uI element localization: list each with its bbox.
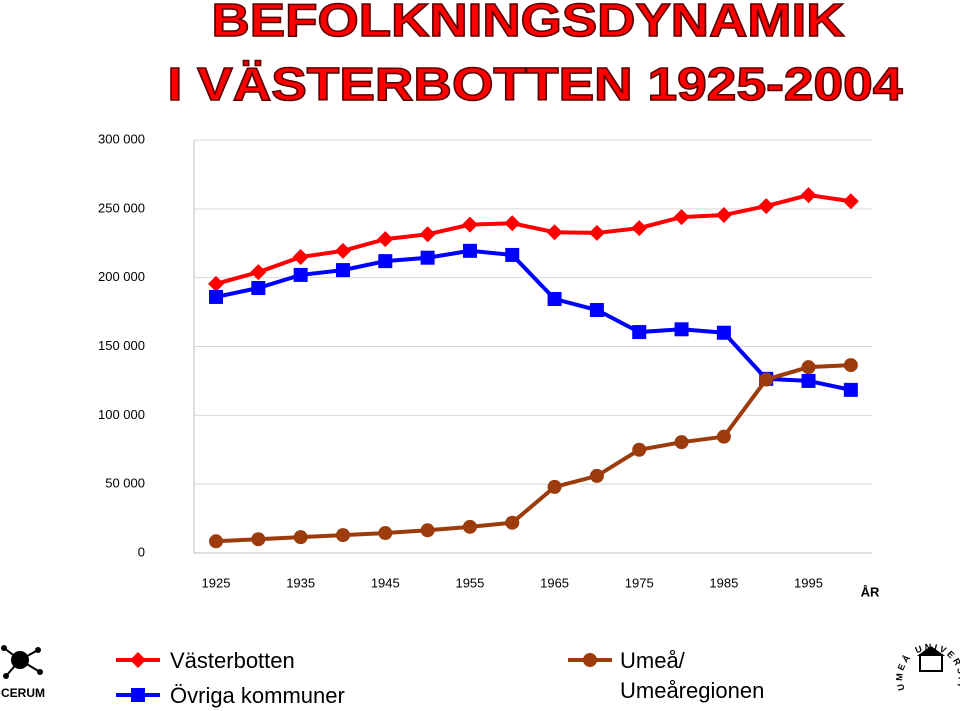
marker bbox=[419, 226, 436, 243]
marker bbox=[251, 280, 266, 295]
marker bbox=[462, 519, 477, 534]
marker bbox=[335, 528, 350, 543]
x-tick-label: 1925 bbox=[202, 575, 231, 590]
marker bbox=[292, 249, 309, 266]
marker bbox=[716, 325, 731, 340]
marker bbox=[293, 530, 308, 545]
series-line bbox=[215, 193, 852, 286]
marker bbox=[378, 254, 393, 269]
chart-title: I VÄSTERBOTTEN 1925-2004 bbox=[168, 58, 903, 110]
marker bbox=[208, 275, 225, 292]
marker bbox=[130, 652, 146, 668]
marker bbox=[673, 209, 690, 226]
marker bbox=[758, 198, 775, 215]
marker bbox=[209, 289, 224, 304]
x-tick-label: 1965 bbox=[540, 575, 569, 590]
x-tick-label: 1975 bbox=[625, 575, 654, 590]
marker bbox=[504, 215, 521, 232]
marker bbox=[631, 220, 648, 237]
x-tick-label: 1985 bbox=[709, 575, 738, 590]
marker bbox=[800, 187, 817, 204]
marker bbox=[842, 193, 859, 210]
marker bbox=[505, 247, 520, 262]
chart-title: BEFOLKNINGSDYNAMIK bbox=[212, 0, 845, 46]
x-tick-label: 1955 bbox=[455, 575, 484, 590]
marker bbox=[420, 523, 435, 538]
marker bbox=[589, 303, 604, 318]
marker bbox=[589, 468, 604, 483]
marker bbox=[843, 382, 858, 397]
marker bbox=[801, 373, 816, 388]
marker bbox=[462, 243, 477, 258]
marker bbox=[801, 360, 816, 375]
y-tick-label: 200 000 bbox=[98, 269, 145, 284]
marker bbox=[334, 242, 351, 259]
marker bbox=[716, 429, 731, 444]
marker bbox=[715, 207, 732, 224]
series-line bbox=[215, 248, 852, 392]
y-tick-label: 150 000 bbox=[98, 338, 145, 353]
marker bbox=[547, 479, 562, 494]
marker bbox=[378, 526, 393, 541]
marker bbox=[461, 216, 478, 233]
marker bbox=[632, 442, 647, 457]
y-tick-label: 50 000 bbox=[105, 476, 145, 491]
marker bbox=[209, 534, 224, 549]
marker bbox=[250, 264, 267, 281]
x-tick-label: 1945 bbox=[371, 575, 400, 590]
marker bbox=[674, 435, 689, 450]
y-tick-label: 250 000 bbox=[98, 200, 145, 215]
logo-text: CERUM bbox=[1, 686, 45, 700]
marker bbox=[131, 688, 145, 702]
series-line bbox=[215, 363, 851, 544]
marker bbox=[843, 358, 858, 373]
marker bbox=[759, 372, 774, 387]
x-tick-label: 1995 bbox=[794, 575, 823, 590]
marker bbox=[588, 224, 605, 241]
x-axis-label: ÅR bbox=[861, 584, 880, 599]
marker bbox=[674, 322, 689, 337]
x-tick-label: 1935 bbox=[286, 575, 315, 590]
cerum-logo: CERUM bbox=[1, 645, 45, 700]
marker bbox=[420, 250, 435, 265]
y-tick-label: 0 bbox=[138, 544, 145, 559]
marker bbox=[547, 292, 562, 307]
marker bbox=[251, 532, 266, 547]
marker bbox=[335, 263, 350, 278]
y-tick-label: 100 000 bbox=[98, 407, 145, 422]
legend-label: Övriga kommuner bbox=[170, 683, 345, 708]
marker bbox=[293, 267, 308, 282]
marker bbox=[505, 515, 520, 530]
marker bbox=[632, 325, 647, 340]
marker bbox=[377, 231, 394, 248]
marker bbox=[546, 224, 563, 241]
y-tick-label: 300 000 bbox=[98, 131, 145, 146]
legend-label: Umeå/ Umeåregionen bbox=[620, 648, 765, 703]
marker bbox=[583, 653, 597, 667]
legend-label: Västerbotten bbox=[170, 648, 295, 673]
